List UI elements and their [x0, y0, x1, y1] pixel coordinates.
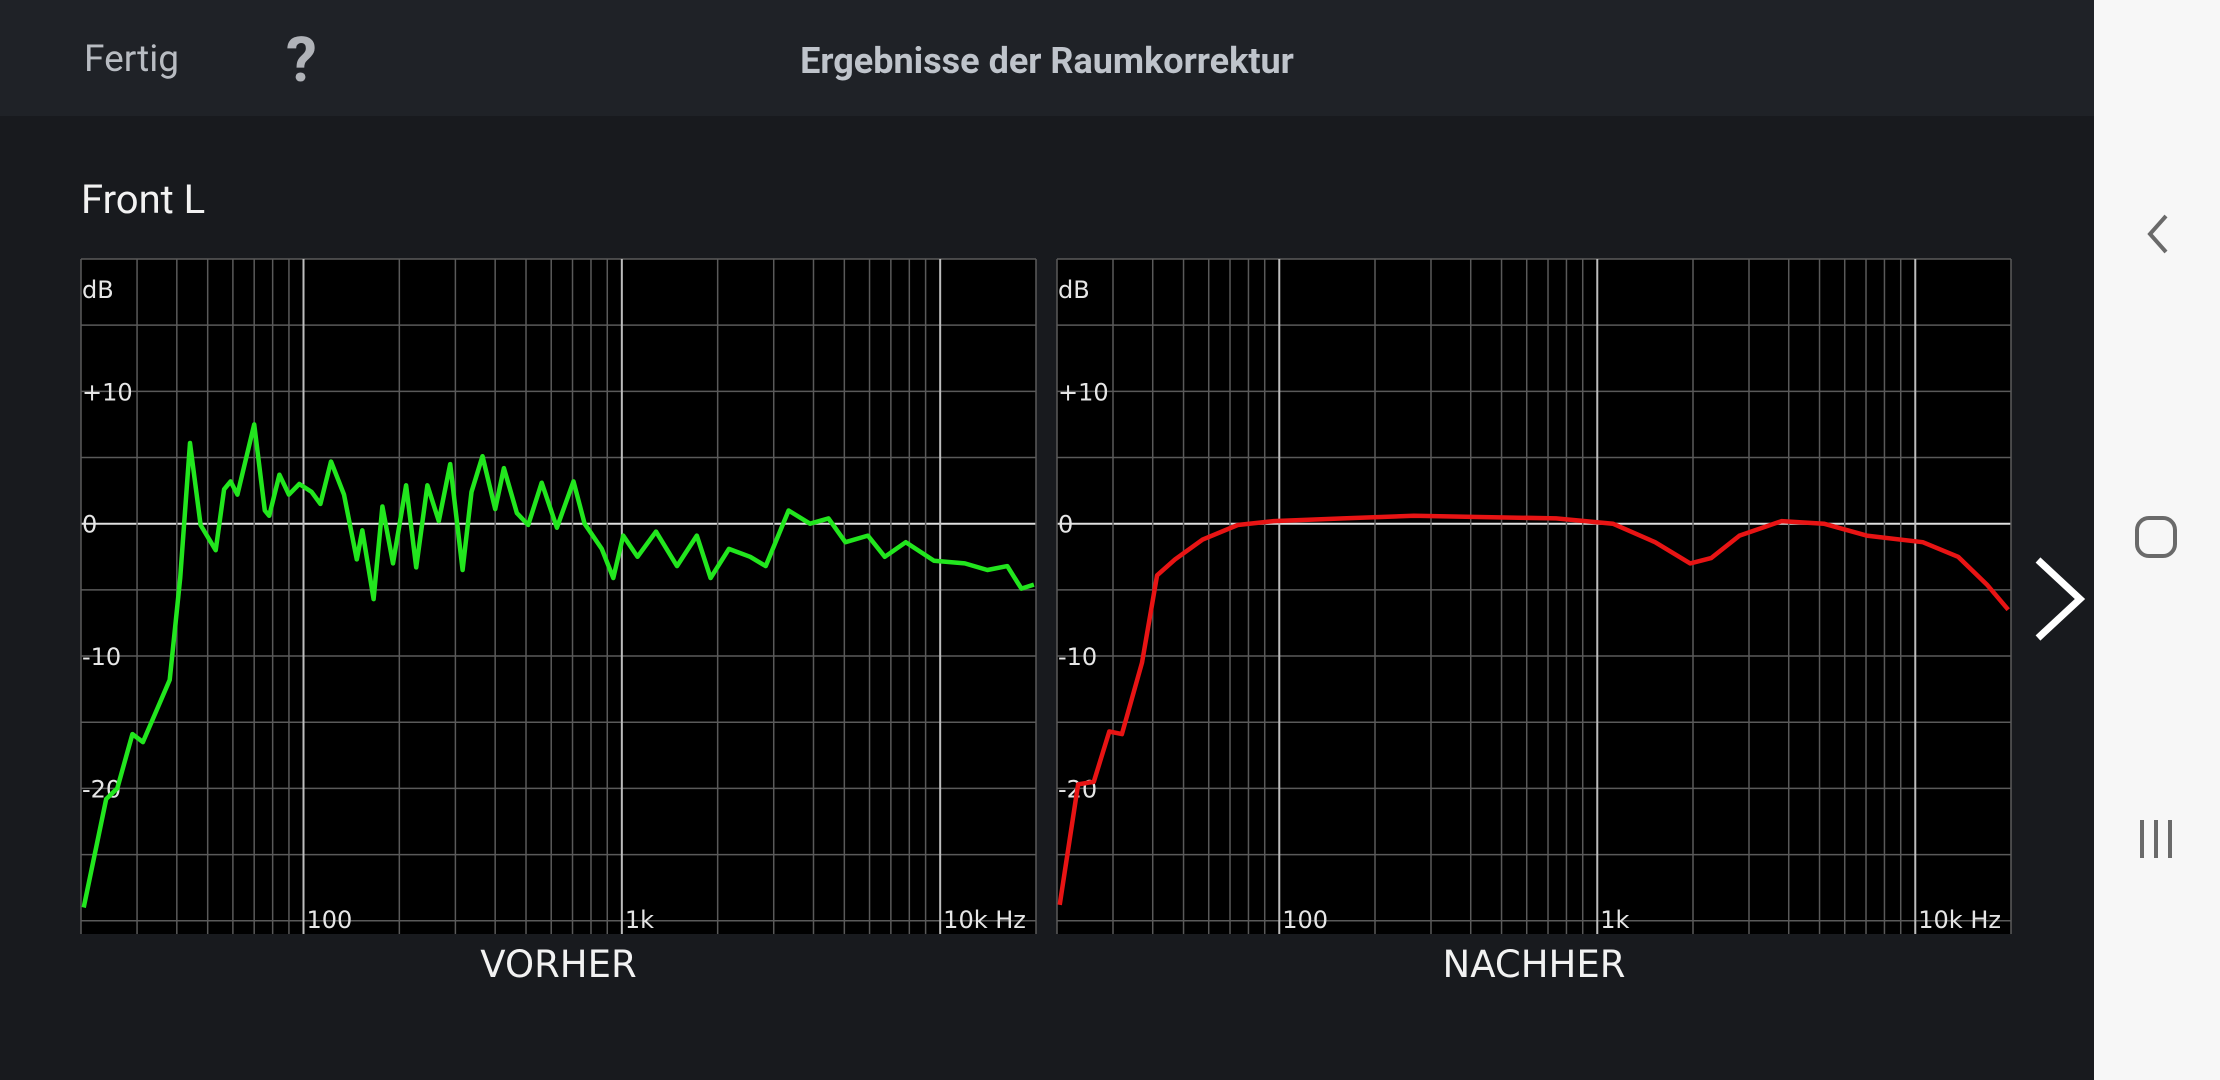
- y-tick-label: 0: [82, 511, 97, 539]
- recents-button[interactable]: [2140, 820, 2172, 858]
- help-button[interactable]: ?: [286, 24, 317, 97]
- y-tick-label: -10: [82, 643, 121, 671]
- header-bar: Fertig ? Ergebnisse der Raumkorrektur: [0, 0, 2094, 116]
- plot-area: [81, 259, 1036, 934]
- x-tick-label: 1k: [1600, 906, 1629, 934]
- response-line: [1057, 513, 2010, 906]
- y-tick-label: 0: [1058, 511, 1073, 539]
- back-button[interactable]: [2147, 214, 2168, 254]
- y-tick-label: -10: [1058, 643, 1097, 671]
- x-tick-label: 10k Hz: [1918, 906, 2001, 934]
- chart-caption: VORHER: [480, 943, 636, 986]
- y-axis-label: dB: [1058, 276, 1090, 304]
- nav-icons: [2135, 214, 2177, 858]
- home-button[interactable]: [2135, 516, 2177, 558]
- channel-label: Front L: [81, 176, 206, 223]
- response-line: [81, 422, 1035, 908]
- chart-caption: NACHHER: [1443, 943, 1626, 986]
- x-tick-label: 1k: [625, 906, 654, 934]
- x-tick-label: 10k Hz: [943, 906, 1026, 934]
- x-tick-label: 100: [1282, 906, 1328, 934]
- page-title: Ergebnisse der Raumkorrektur: [800, 40, 1294, 82]
- nav-bar: [2094, 0, 2220, 1080]
- y-tick-label: +10: [1058, 378, 1109, 406]
- done-button[interactable]: Fertig: [84, 38, 180, 81]
- next-arrow[interactable]: [2035, 557, 2086, 641]
- y-axis-label: dB: [82, 276, 114, 304]
- y-tick-label: +10: [82, 378, 133, 406]
- x-tick-label: 100: [307, 906, 353, 934]
- plot-area: [1057, 259, 2011, 934]
